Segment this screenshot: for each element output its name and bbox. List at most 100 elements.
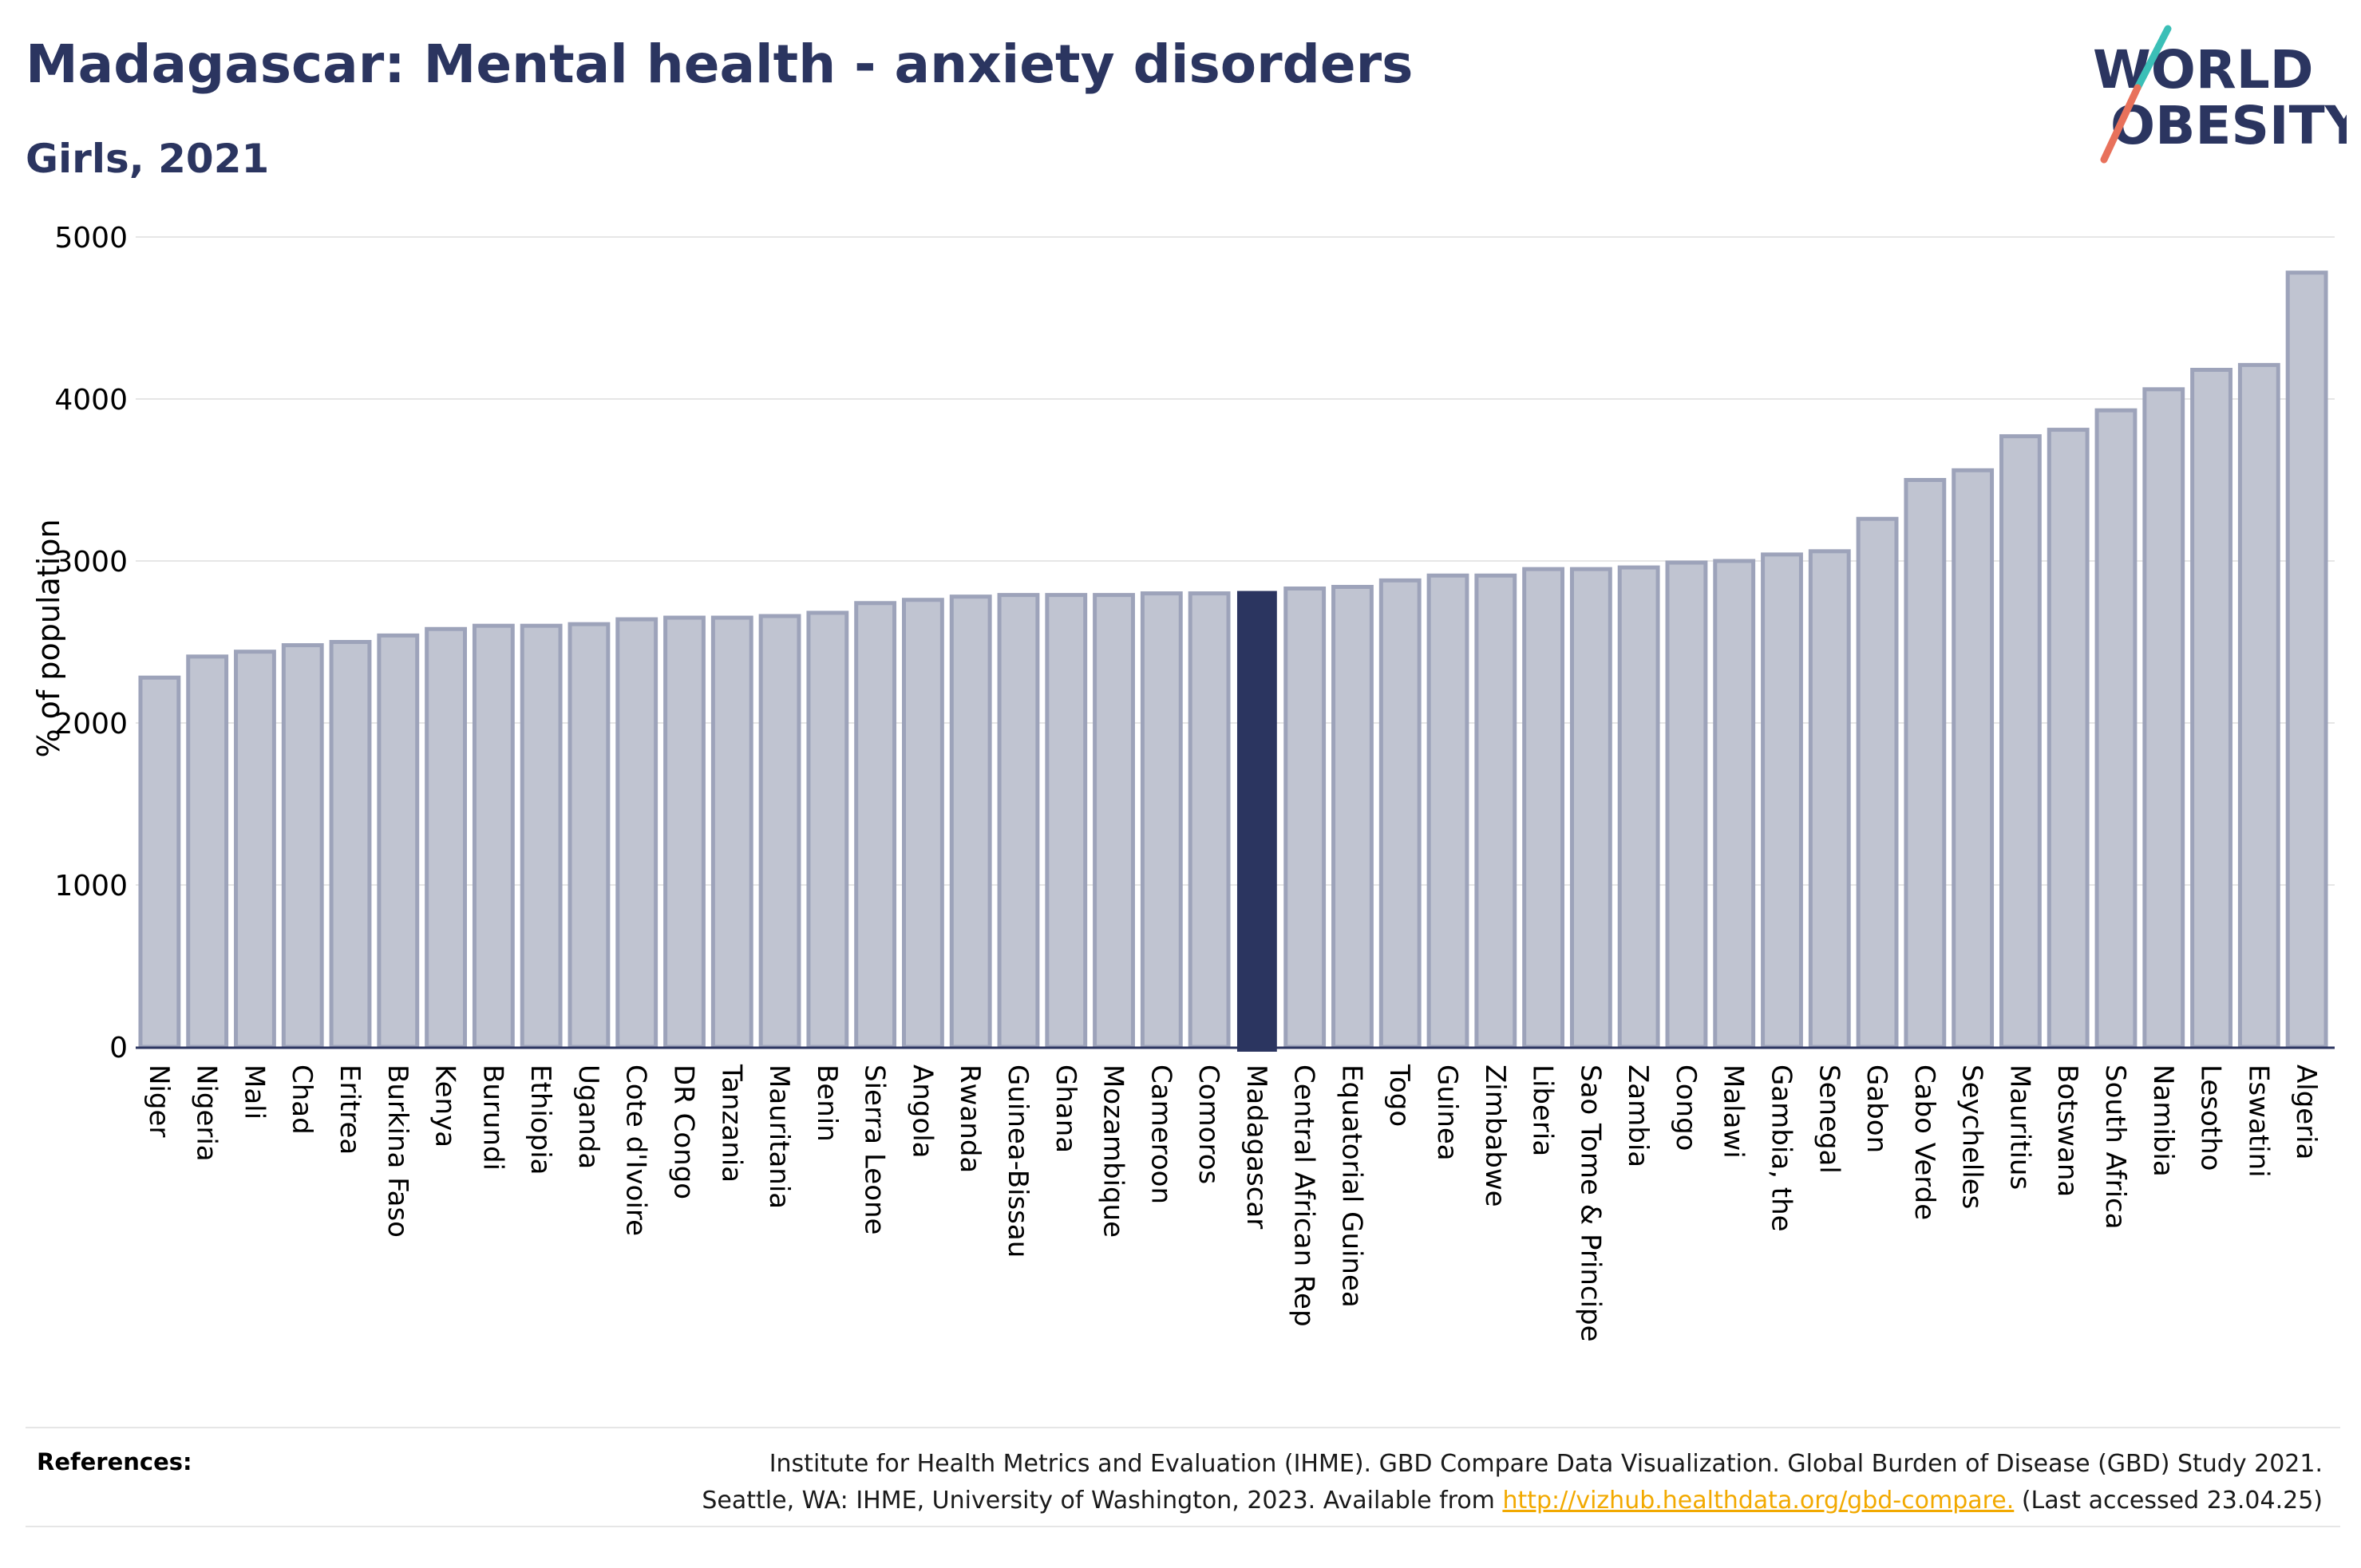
bar-eswatini bbox=[2237, 362, 2280, 1049]
x-tick-label: Niger bbox=[143, 1064, 175, 1137]
bar-eritrea bbox=[329, 640, 372, 1049]
x-tick-label: Guinea bbox=[1431, 1064, 1463, 1161]
x-tick-labels: Niger Nigeria Mali Chad Eritrea Burkina Faso K… bbox=[143, 1064, 2322, 1342]
logo-line1: WORLD bbox=[2093, 39, 2314, 101]
x-tick-label: Algeria bbox=[2290, 1064, 2322, 1159]
bar-benin bbox=[806, 610, 849, 1049]
bar-seychelles bbox=[1952, 468, 1995, 1049]
x-tick-label: Namibia bbox=[2147, 1064, 2179, 1177]
y-tick-label: 0 bbox=[109, 1032, 128, 1064]
y-tick-label: 2000 bbox=[54, 708, 128, 741]
bar-madagascar bbox=[1236, 590, 1277, 1052]
references-link[interactable]: http://vizhub.healthdata.org/gbd-compare… bbox=[1502, 1487, 2015, 1515]
chart-title: Madagascar: Mental health - anxiety diso… bbox=[26, 34, 1414, 95]
x-tick-label: Burkina Faso bbox=[382, 1064, 413, 1238]
x-tick-label: Botswana bbox=[2051, 1064, 2083, 1197]
bar-chart: 0 1000 2000 3000 4000 5000 Niger Nigeria Mali Ch… bbox=[31, 222, 2335, 1342]
bar-cote-d-ivoire bbox=[615, 617, 658, 1049]
y-tick-label: 5000 bbox=[54, 222, 128, 255]
bar-ethiopia bbox=[520, 623, 563, 1049]
x-tick-label: Congo bbox=[1670, 1064, 1702, 1151]
x-tick-label: Ethiopia bbox=[524, 1064, 556, 1175]
bar-burkina-faso bbox=[377, 633, 420, 1049]
bar-ghana bbox=[1045, 593, 1088, 1049]
chart-subtitle: Girls, 2021 bbox=[26, 136, 270, 182]
x-tick-label: Gabon bbox=[1861, 1064, 1892, 1153]
bar-central-african-rep bbox=[1283, 587, 1327, 1049]
x-tick-label: Chad bbox=[286, 1064, 318, 1135]
x-tick-label: Mauritius bbox=[2003, 1064, 2035, 1190]
bar-lesotho bbox=[2190, 367, 2232, 1049]
bar-kenya bbox=[425, 626, 467, 1049]
references-top-divider bbox=[26, 1427, 2340, 1428]
y-axis-label: % of population bbox=[31, 519, 66, 757]
x-tick-label: Liberia bbox=[1527, 1064, 1559, 1156]
bar-namibia bbox=[2142, 387, 2185, 1049]
x-tick-label: Rwanda bbox=[954, 1064, 986, 1173]
x-tick-label: Kenya bbox=[429, 1064, 461, 1147]
bar-guinea bbox=[1426, 573, 1469, 1049]
x-tick-label: Cabo Verde bbox=[1908, 1064, 1940, 1220]
x-tick-label: Sierra Leone bbox=[859, 1064, 891, 1234]
bar-mauritania bbox=[758, 614, 801, 1049]
bar-algeria bbox=[2285, 271, 2328, 1049]
x-tick-label: Eswatini bbox=[2242, 1064, 2274, 1178]
logo-line2: OBESITY bbox=[2110, 95, 2347, 156]
bar-chad bbox=[281, 643, 324, 1049]
logo-slash-bottom bbox=[2100, 84, 2142, 164]
references-text: Institute for Health Metrics and Evaluat… bbox=[487, 1446, 2323, 1519]
y-tick-label: 1000 bbox=[54, 870, 128, 902]
references-bottom-divider bbox=[26, 1526, 2340, 1527]
bar-rwanda bbox=[949, 594, 992, 1049]
bar-comoros bbox=[1188, 591, 1231, 1049]
x-tick-label: Zimbabwe bbox=[1479, 1064, 1511, 1207]
x-tick-label: Mozambique bbox=[1097, 1064, 1129, 1238]
bar-niger bbox=[138, 675, 181, 1049]
bar-gambia-the bbox=[1761, 552, 1803, 1049]
bar-togo bbox=[1378, 578, 1422, 1049]
bar-gabon bbox=[1856, 516, 1899, 1049]
x-tick-label: Mauritania bbox=[763, 1064, 795, 1209]
x-tick-label: Togo bbox=[1383, 1064, 1415, 1127]
y-tick-label: 3000 bbox=[54, 546, 128, 579]
bars bbox=[138, 271, 2328, 1052]
references-line2-pre: Seattle, WA: IHME, University of Washing… bbox=[702, 1487, 1503, 1515]
x-tick-label: Zambia bbox=[1622, 1064, 1654, 1167]
x-tick-label: Angola bbox=[906, 1064, 938, 1158]
references-line2: Seattle, WA: IHME, University of Washing… bbox=[487, 1483, 2323, 1519]
x-tick-label: Eritrea bbox=[334, 1064, 366, 1155]
x-tick-label: Madagascar bbox=[1240, 1064, 1272, 1229]
x-tick-label: Mali bbox=[238, 1064, 270, 1120]
x-tick-label: Guinea-Bissau bbox=[1002, 1064, 1034, 1258]
x-tick-label: Comoros bbox=[1192, 1064, 1224, 1184]
bar-mali bbox=[234, 650, 276, 1049]
bar-cameroon bbox=[1140, 591, 1183, 1049]
bar-cabo-verde bbox=[1904, 478, 1947, 1049]
x-tick-label: Sao Tome & Principe bbox=[1574, 1064, 1606, 1342]
world-obesity-logo: WORLD OBESITY bbox=[2093, 25, 2347, 164]
bar-congo bbox=[1665, 560, 1708, 1049]
x-tick-label: Benin bbox=[811, 1064, 843, 1142]
bar-senegal bbox=[1808, 549, 1851, 1049]
x-tick-label: Gambia, the bbox=[1766, 1064, 1797, 1232]
y-tick-label: 4000 bbox=[54, 384, 128, 417]
x-tick-label: Cameroon bbox=[1145, 1064, 1177, 1204]
references-line2-post: (Last accessed 23.04.25) bbox=[2014, 1487, 2323, 1515]
bar-uganda bbox=[568, 622, 611, 1049]
x-tick-label: Malawi bbox=[1718, 1064, 1750, 1159]
x-tick-label: Central African Rep bbox=[1288, 1064, 1320, 1327]
x-tick-label: Ghana bbox=[1050, 1064, 1082, 1153]
bar-equatorial-guinea bbox=[1331, 584, 1374, 1049]
bar-mauritius bbox=[1999, 434, 2042, 1049]
x-tick-label: Cote d'Ivoire bbox=[620, 1064, 652, 1236]
x-tick-label: Seychelles bbox=[1956, 1064, 1988, 1209]
bar-south-africa bbox=[2094, 408, 2138, 1049]
bar-burundi bbox=[472, 623, 515, 1049]
x-tick-label: South Africa bbox=[2099, 1064, 2131, 1230]
x-tick-label: Uganda bbox=[572, 1064, 604, 1169]
bar-zambia bbox=[1617, 565, 1660, 1049]
bar-angola bbox=[902, 598, 944, 1049]
x-tick-label: Senegal bbox=[1813, 1064, 1845, 1174]
bar-dr-congo bbox=[663, 615, 706, 1049]
x-tick-label: DR Congo bbox=[668, 1064, 700, 1199]
